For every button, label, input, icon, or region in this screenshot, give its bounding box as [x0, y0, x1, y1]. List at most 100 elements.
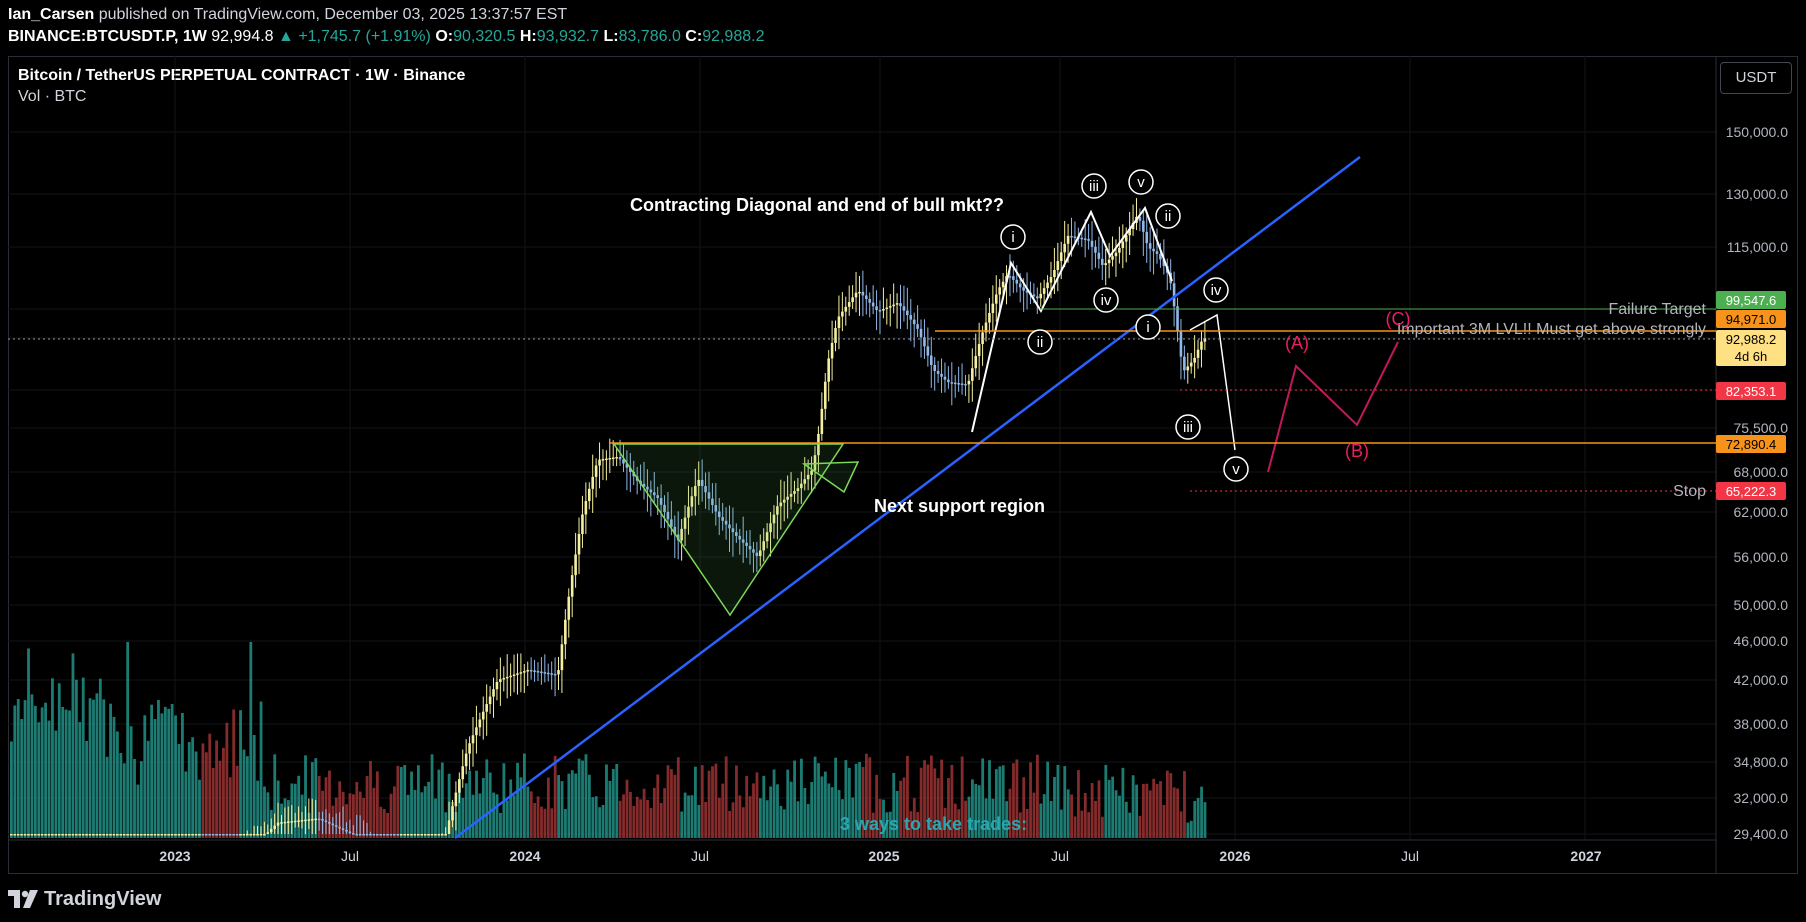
volume-bar [228, 777, 232, 838]
candle-body [700, 479, 704, 487]
volume-bar [1155, 784, 1159, 838]
volume-bar [752, 783, 755, 838]
candle-body [765, 532, 769, 542]
candle-body [810, 470, 813, 475]
volume-bar [543, 808, 547, 838]
candle-body [1025, 290, 1029, 293]
up-arrow-icon: ▲ [278, 28, 294, 45]
candle-body [382, 834, 386, 836]
candle-body [663, 504, 666, 512]
candle-body [916, 324, 919, 329]
candle-body [560, 644, 564, 671]
volume-bar [1046, 761, 1050, 838]
volume-bar [1104, 764, 1108, 838]
candle-body [95, 834, 99, 836]
candle-body [54, 834, 58, 836]
candle-body [16, 834, 20, 836]
volume-bar [776, 784, 779, 838]
author-name[interactable]: Ian_Carsen [8, 6, 95, 23]
ohlc-legend: BINANCE:BTCUSDT.P, 1W 92,994.8 ▲ +1,745.… [8, 28, 764, 46]
candle-body [564, 619, 567, 645]
candle-body [280, 822, 283, 824]
candle-body [933, 365, 936, 372]
wave-label-v: v [1137, 174, 1145, 191]
volume-bar [157, 700, 160, 838]
candle-body [574, 554, 577, 576]
volume-bar [546, 777, 550, 838]
volume-bar [882, 799, 885, 838]
y-tick-label: 75,500.0 [1734, 420, 1789, 436]
candle-body [803, 479, 807, 484]
wave-label-circle [1027, 329, 1053, 355]
candle-body [526, 669, 530, 672]
volume-bar [468, 770, 472, 838]
high-value: 93,932.7 [536, 28, 599, 45]
candle-body [47, 834, 51, 836]
candle-body [779, 502, 783, 507]
volume-bar [526, 786, 530, 838]
tradingview-logo[interactable]: TradingView [8, 884, 161, 914]
volume-bar [564, 809, 567, 838]
candle-body [314, 818, 317, 821]
volume-bar [735, 765, 738, 838]
open-value: 90,320.5 [453, 28, 516, 45]
volume-bar [793, 760, 796, 838]
candle-body [338, 826, 341, 829]
volume-bar [122, 763, 126, 838]
candle-body [892, 304, 895, 307]
candle-body [430, 834, 434, 836]
candle-body [232, 834, 235, 836]
candle-body [181, 834, 184, 836]
volume-bar [895, 790, 899, 838]
volume-bar [1142, 783, 1145, 838]
volume-bar [112, 716, 116, 838]
volume-bar [1097, 780, 1101, 838]
candle-body [738, 535, 742, 540]
candle-body [1070, 235, 1073, 238]
volume-bar [974, 783, 978, 838]
x-tick-label: 2023 [159, 848, 190, 864]
candle-body [1104, 263, 1107, 266]
last-price: 92,994.8 [211, 28, 274, 45]
volume-bar [1077, 770, 1080, 838]
volume-label: Vol · BTC [18, 88, 87, 105]
volume-bar [817, 763, 820, 838]
volume-bar [1066, 789, 1070, 838]
candle-body [143, 834, 146, 836]
candle-body [416, 834, 420, 836]
price-label-box [1716, 330, 1786, 366]
candle-body [321, 818, 324, 821]
y-tick-label: 130,000.0 [1726, 186, 1788, 202]
volume-bar [673, 774, 677, 838]
candle-body [245, 834, 249, 836]
candle-body [721, 517, 724, 521]
volume-bar [348, 793, 352, 838]
currency-button[interactable]: USDT [1720, 62, 1792, 94]
volume-bar [789, 781, 793, 838]
candle-body [129, 834, 133, 836]
candle-body [974, 355, 978, 369]
descending-triangle [612, 443, 845, 617]
volume-bar [259, 701, 263, 838]
candle-body [830, 342, 834, 359]
candle-body [861, 291, 865, 296]
candle-body [758, 550, 762, 556]
candle-body [1118, 247, 1121, 253]
candle-body [184, 834, 188, 836]
candle-body [690, 496, 694, 507]
candle-body [967, 380, 971, 385]
volume-bar [1128, 812, 1132, 838]
volume-bar [505, 800, 509, 838]
volume-bar [1039, 803, 1043, 838]
candle-body [461, 766, 465, 780]
volume-bar [47, 720, 51, 838]
candle-body [352, 833, 355, 835]
candle-body [451, 806, 454, 821]
candle-body [307, 819, 311, 821]
candle-body [823, 381, 827, 409]
candle-body [485, 704, 488, 712]
candle-body [888, 306, 892, 308]
candle-body [929, 355, 933, 366]
